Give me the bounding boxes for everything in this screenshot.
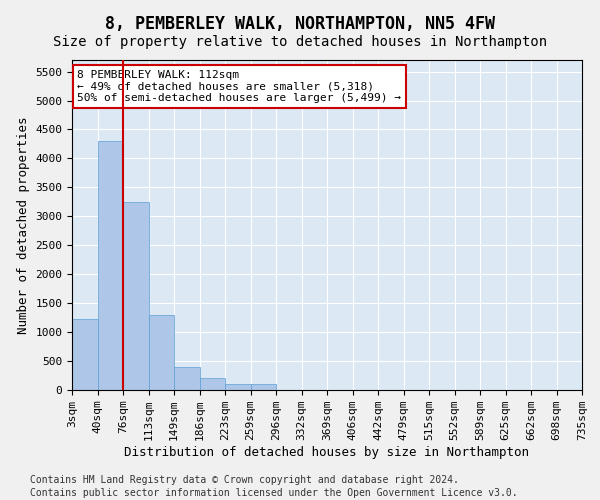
Y-axis label: Number of detached properties: Number of detached properties [17,116,30,334]
Bar [225,384,251,390]
Bar [149,314,174,390]
Text: Size of property relative to detached houses in Northampton: Size of property relative to detached ho… [53,35,547,49]
Bar [199,378,225,390]
Bar [174,367,199,390]
Text: 8, PEMBERLEY WALK, NORTHAMPTON, NN5 4FW: 8, PEMBERLEY WALK, NORTHAMPTON, NN5 4FW [105,15,495,33]
X-axis label: Distribution of detached houses by size in Northampton: Distribution of detached houses by size … [125,446,530,459]
Text: 8 PEMBERLEY WALK: 112sqm
← 49% of detached houses are smaller (5,318)
50% of sem: 8 PEMBERLEY WALK: 112sqm ← 49% of detach… [77,70,401,103]
Text: Contains public sector information licensed under the Open Government Licence v3: Contains public sector information licen… [30,488,518,498]
Bar [251,384,276,390]
Bar [72,319,97,390]
Text: Contains HM Land Registry data © Crown copyright and database right 2024.: Contains HM Land Registry data © Crown c… [30,475,459,485]
Bar [97,141,123,390]
Bar [123,202,149,390]
